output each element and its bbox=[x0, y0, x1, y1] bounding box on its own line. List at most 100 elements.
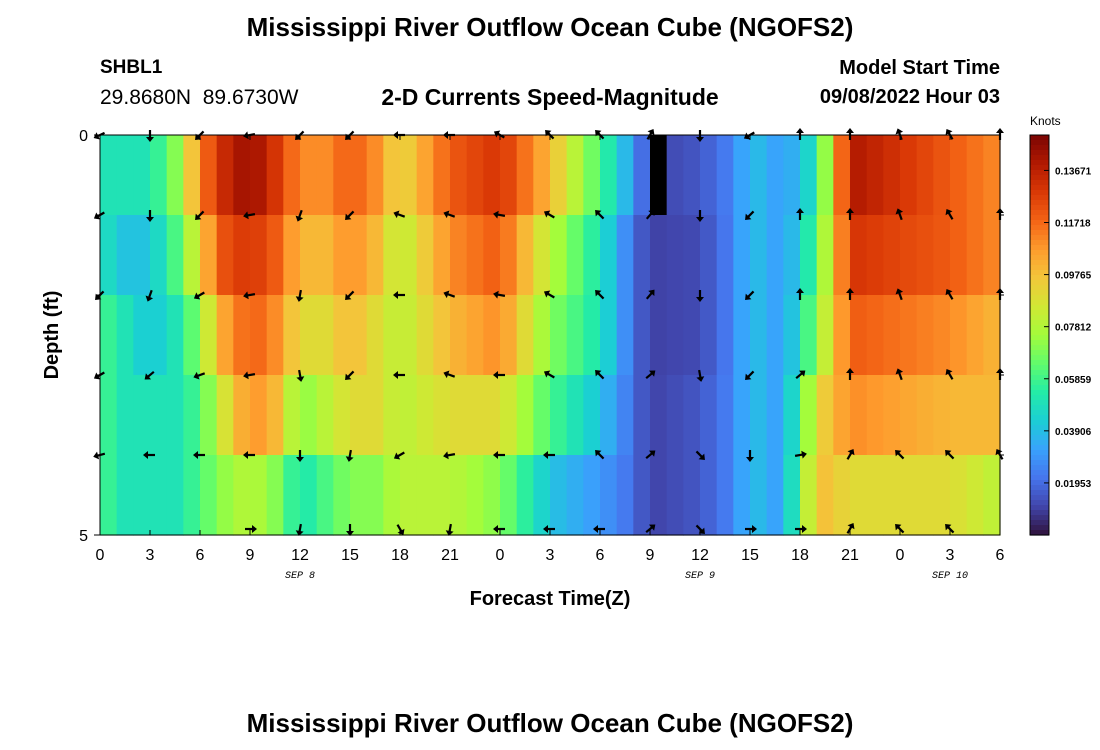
colorbar-segment bbox=[1030, 430, 1049, 436]
heatmap-cell bbox=[933, 135, 951, 216]
heatmap-cell bbox=[333, 215, 351, 296]
heatmap-cell bbox=[783, 375, 801, 456]
heatmap-cell bbox=[583, 135, 601, 216]
current-arrow bbox=[996, 128, 1004, 140]
chart-subtitle: 2-D Currents Speed-Magnitude bbox=[381, 84, 719, 110]
current-arrow bbox=[593, 525, 605, 533]
current-arrow bbox=[193, 291, 205, 300]
x-tick-label: 0 bbox=[496, 547, 505, 564]
heatmap-cell bbox=[750, 375, 768, 456]
current-arrow bbox=[995, 448, 1004, 460]
colorbar-segment bbox=[1030, 260, 1049, 266]
heatmap-cell bbox=[666, 135, 684, 216]
current-arrow bbox=[895, 368, 904, 381]
heatmap-cell bbox=[350, 375, 368, 456]
colorbar-segment bbox=[1030, 385, 1049, 391]
heatmap-cell bbox=[600, 215, 618, 296]
current-arrow bbox=[443, 210, 456, 219]
current-arrow bbox=[543, 290, 555, 299]
current-arrow bbox=[595, 130, 605, 140]
heatmap-cell bbox=[150, 135, 168, 216]
heatmap-cell bbox=[200, 135, 218, 216]
heatmap-cell bbox=[683, 375, 701, 456]
heatmap-cell bbox=[650, 375, 668, 456]
current-arrow bbox=[296, 369, 305, 382]
colorbar-segment bbox=[1030, 255, 1049, 261]
heatmap-cell bbox=[700, 295, 718, 376]
x-tick-label: 12 bbox=[291, 547, 309, 564]
heatmap-cell bbox=[266, 135, 284, 216]
heatmap-cell bbox=[616, 375, 634, 456]
current-arrow bbox=[295, 289, 304, 302]
heatmap-cell bbox=[283, 295, 301, 376]
heatmap-cell bbox=[850, 215, 868, 296]
heatmap-cell bbox=[866, 135, 884, 216]
colorbar-segment bbox=[1030, 365, 1049, 371]
heatmap-cell bbox=[850, 135, 868, 216]
heatmap-cell bbox=[750, 135, 768, 216]
colorbar-segment bbox=[1030, 405, 1049, 411]
colorbar-segment bbox=[1030, 380, 1049, 386]
heatmap-cell bbox=[616, 455, 634, 536]
heatmap-cell bbox=[983, 455, 1001, 536]
current-arrow bbox=[296, 450, 304, 462]
current-arrow bbox=[645, 370, 656, 380]
heatmap-cell bbox=[183, 295, 201, 376]
current-arrow bbox=[695, 524, 705, 534]
heatmap-cell bbox=[366, 455, 384, 536]
colorbar-segment bbox=[1030, 505, 1049, 511]
colorbar-segment bbox=[1030, 445, 1049, 451]
current-arrow bbox=[493, 451, 505, 459]
heatmap-cell bbox=[833, 455, 851, 536]
heatmap-cell bbox=[400, 455, 418, 536]
heatmap-cell bbox=[500, 215, 518, 296]
x-tick-label: 3 bbox=[946, 547, 955, 564]
heatmap-cell bbox=[566, 295, 584, 376]
heatmap-cell bbox=[133, 375, 151, 456]
colorbar-segment bbox=[1030, 495, 1049, 501]
heatmap-cell bbox=[766, 215, 784, 296]
x-tick-label: 9 bbox=[646, 547, 655, 564]
current-arrow bbox=[645, 524, 656, 534]
heatmap-cell bbox=[466, 455, 484, 536]
heatmap-cell bbox=[983, 375, 1001, 456]
heatmap-cell bbox=[450, 135, 468, 216]
heatmap-cell bbox=[583, 455, 601, 536]
current-arrow bbox=[243, 211, 256, 220]
heatmap-cell bbox=[383, 135, 401, 216]
heatmap-cell bbox=[716, 295, 734, 376]
heatmap-cell bbox=[716, 135, 734, 216]
heatmap-cell bbox=[250, 215, 268, 296]
heatmap-cell bbox=[683, 455, 701, 536]
heatmap-cell bbox=[283, 455, 301, 536]
heatmap-cell bbox=[883, 135, 901, 216]
current-arrow bbox=[346, 524, 354, 536]
heatmap-cell bbox=[966, 135, 984, 216]
heatmap-cell bbox=[816, 215, 834, 296]
heatmap-cell bbox=[200, 375, 218, 456]
current-arrow bbox=[493, 371, 505, 379]
heatmap-cell bbox=[216, 375, 234, 456]
current-arrow bbox=[345, 210, 355, 220]
heatmap-cell bbox=[866, 295, 884, 376]
heatmap-cell bbox=[400, 215, 418, 296]
current-arrow bbox=[93, 211, 105, 220]
colorbar-segment bbox=[1030, 360, 1049, 366]
current-arrow bbox=[746, 450, 754, 462]
current-arrow bbox=[846, 368, 854, 380]
heatmap-cell bbox=[283, 135, 301, 216]
colorbar-tick-label: 0.05859 bbox=[1055, 375, 1092, 386]
heatmap-cell bbox=[916, 135, 934, 216]
heatmap-cell bbox=[350, 135, 368, 216]
heatmap-cell bbox=[116, 455, 134, 536]
heatmap-cell bbox=[416, 455, 434, 536]
colorbar-tick-label: 0.07812 bbox=[1055, 323, 1092, 334]
colorbar-segment bbox=[1030, 300, 1049, 306]
heatmap-cell bbox=[583, 375, 601, 456]
heatmap-cell bbox=[550, 215, 568, 296]
heatmap-cell bbox=[133, 215, 151, 296]
station-lon: 89.6730W bbox=[202, 86, 299, 109]
current-arrow bbox=[945, 208, 954, 220]
heatmap-cell bbox=[416, 215, 434, 296]
heatmap-cell bbox=[600, 135, 618, 216]
